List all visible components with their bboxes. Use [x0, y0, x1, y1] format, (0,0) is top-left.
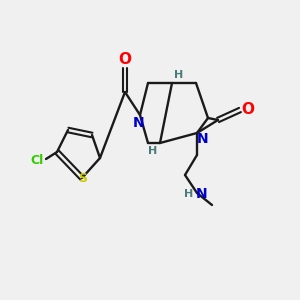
Text: N: N — [197, 132, 209, 146]
Text: O: O — [118, 52, 131, 67]
Text: S: S — [79, 172, 88, 185]
Text: H: H — [184, 189, 194, 199]
Text: H: H — [148, 146, 158, 156]
Text: H: H — [174, 70, 184, 80]
Text: N: N — [133, 116, 145, 130]
Text: N: N — [196, 187, 208, 201]
Text: O: O — [242, 101, 254, 116]
Text: Cl: Cl — [30, 154, 44, 167]
